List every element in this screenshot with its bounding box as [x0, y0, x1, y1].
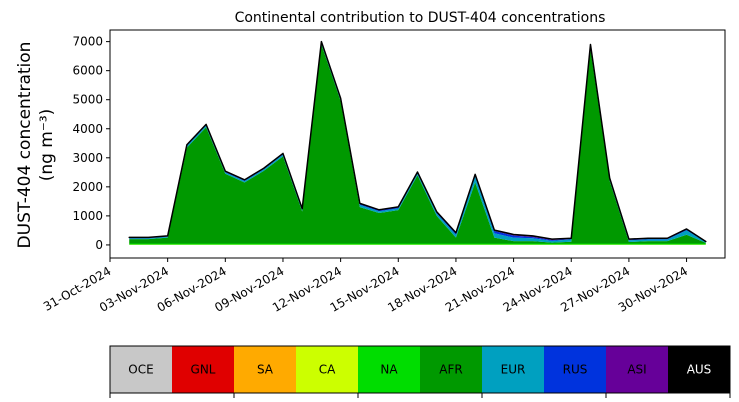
area-layer: [129, 243, 706, 245]
y-axis-label: DUST-404 concentration (ng m⁻³): [15, 42, 57, 249]
y-tick-label: 0: [95, 238, 103, 252]
legend-label: AFR: [439, 363, 462, 377]
legend-swatch: [172, 346, 234, 393]
y-tick-label: 3000: [72, 151, 103, 165]
legend-swatch: [420, 346, 482, 393]
legend-label: GNL: [191, 363, 216, 377]
plot-frame: [109, 29, 726, 259]
y-tick-label: 7000: [72, 35, 103, 49]
y-axis-label-line: (ng m⁻³): [37, 109, 57, 182]
legend-label: EUR: [501, 363, 526, 377]
legend-swatch: [296, 346, 358, 393]
legend-swatch: [606, 346, 668, 393]
legend-label: OCE: [128, 363, 153, 377]
y-tick-label: 2000: [72, 180, 103, 194]
y-tick-label: 5000: [72, 93, 103, 107]
legend-label: AUS: [687, 363, 712, 377]
y-tick-label: 4000: [72, 122, 103, 136]
area-layer: [128, 40, 707, 243]
legend-frame: [109, 345, 731, 394]
chart-title: Continental contribution to DUST-404 con…: [235, 10, 606, 26]
legend-label: CA: [319, 363, 336, 377]
legend-label: RUS: [563, 363, 588, 377]
legend-swatch: [668, 346, 730, 393]
y-tick-label: 1000: [72, 209, 103, 223]
legend-swatch: [234, 346, 296, 393]
legend-swatch: [358, 346, 420, 393]
legend-label: SA: [257, 363, 274, 377]
legend-label: NA: [380, 363, 398, 377]
legend-swatch: [544, 346, 606, 393]
legend-swatch: [110, 346, 172, 393]
legend-label: ASI: [627, 363, 646, 377]
area-layer: [129, 44, 706, 244]
y-tick-label: 6000: [72, 64, 103, 78]
legend-swatch: [482, 346, 544, 393]
y-axis-label-line: DUST-404 concentration: [15, 42, 35, 249]
